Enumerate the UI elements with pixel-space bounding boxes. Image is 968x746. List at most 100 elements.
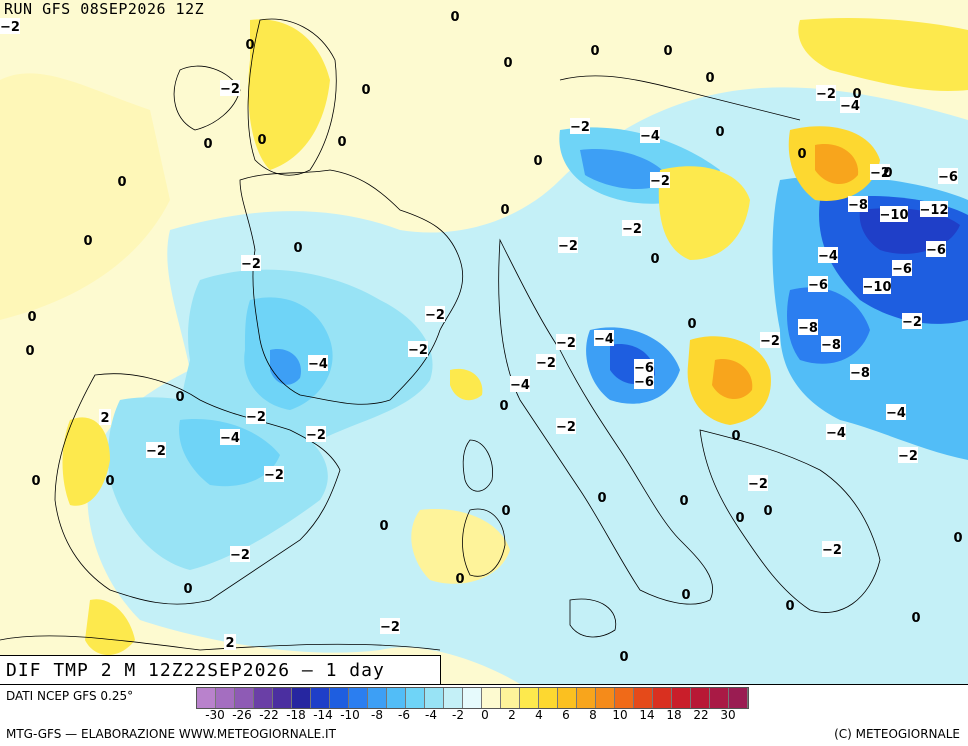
color-swatch (539, 688, 558, 708)
map-value-label: −2 (536, 354, 556, 371)
color-swatch (273, 688, 292, 708)
svg-text:−2: −2 (536, 356, 556, 371)
color-swatch (520, 688, 539, 708)
color-swatch (729, 688, 748, 708)
map-value-label: −8 (798, 319, 818, 336)
map-value-label: −2 (264, 466, 284, 483)
svg-text:0: 0 (597, 491, 606, 506)
map-value-label: 0 (27, 310, 36, 325)
map-value-label: −6 (926, 241, 946, 258)
svg-text:0: 0 (590, 44, 599, 59)
map-value-label: −6 (634, 373, 654, 390)
svg-text:0: 0 (293, 241, 302, 256)
svg-text:0: 0 (257, 133, 266, 148)
svg-text:2: 2 (100, 411, 109, 426)
map-value-label: 0 (650, 252, 659, 267)
map-value-label: −4 (308, 355, 328, 372)
svg-text:0: 0 (763, 504, 772, 519)
svg-text:0: 0 (705, 71, 714, 86)
color-scale-tick: -2 (452, 708, 464, 722)
svg-text:−2: −2 (622, 222, 642, 237)
svg-text:−4: −4 (594, 332, 614, 347)
svg-text:−2: −2 (0, 20, 20, 35)
svg-text:0: 0 (731, 429, 740, 444)
color-scale-tick: 8 (589, 708, 597, 722)
color-swatch (197, 688, 216, 708)
color-scale-tick: 6 (562, 708, 570, 722)
value-labels: −2−2000000−20−40−20000−2−400−200−2−20−6−… (0, 10, 963, 665)
color-swatch (216, 688, 235, 708)
map-value-label: 0 (25, 344, 34, 359)
map-value-label: 0 (797, 147, 806, 162)
map-value-label: −4 (594, 330, 614, 347)
svg-text:0: 0 (687, 317, 696, 332)
svg-text:−2: −2 (241, 257, 261, 272)
svg-text:−8: −8 (850, 366, 870, 381)
credit-right: (C) METEOGIORNALE (834, 727, 960, 741)
svg-text:0: 0 (785, 599, 794, 614)
color-scale-tick: -10 (340, 708, 360, 722)
svg-text:0: 0 (735, 511, 744, 526)
svg-text:−6: −6 (892, 262, 912, 277)
color-swatch (672, 688, 691, 708)
color-swatch (292, 688, 311, 708)
svg-text:−2: −2 (898, 449, 918, 464)
svg-text:0: 0 (533, 154, 542, 169)
svg-text:−6: −6 (926, 243, 946, 258)
map-value-label: −2 (408, 341, 428, 358)
map-value-label: −12 (920, 201, 949, 218)
svg-text:−2: −2 (425, 308, 445, 323)
color-swatch (482, 688, 501, 708)
color-swatch (349, 688, 368, 708)
color-scale-tick: -8 (371, 708, 383, 722)
map-value-label: −4 (826, 424, 846, 441)
color-scale-tick: 22 (693, 708, 709, 722)
map-title: DIF TMP 2 M 12Z22SEP2026 — 1 day (6, 660, 385, 681)
map-value-label: −2 (816, 85, 836, 102)
svg-text:0: 0 (83, 234, 92, 249)
map-value-label: 2 (99, 409, 111, 426)
map-value-label: 0 (31, 474, 40, 489)
svg-text:−12: −12 (920, 203, 949, 218)
svg-text:0: 0 (500, 203, 509, 218)
map-value-label: −2 (220, 80, 240, 97)
color-scale-tick: 18 (666, 708, 682, 722)
map-value-label: −8 (848, 196, 868, 213)
svg-text:0: 0 (450, 10, 459, 25)
color-scale-tick: 2 (508, 708, 516, 722)
svg-text:−2: −2 (220, 82, 240, 97)
color-scale-tick: 14 (639, 708, 655, 722)
map-value-label: −10 (863, 278, 891, 295)
svg-text:0: 0 (203, 137, 212, 152)
map-value-label: −4 (818, 247, 838, 264)
svg-text:−2: −2 (816, 87, 836, 102)
svg-text:−2: −2 (650, 174, 670, 189)
run-label: RUN GFS 08SEP2026 12Z (4, 0, 205, 18)
map-value-label: −6 (938, 168, 958, 185)
svg-text:0: 0 (183, 582, 192, 597)
map-value-label: −2 (146, 442, 166, 459)
map-value-label: −8 (850, 364, 870, 381)
color-swatch (368, 688, 387, 708)
map-value-label: −2 (556, 418, 576, 435)
map-value-label: −2 (822, 541, 842, 558)
svg-text:−2: −2 (760, 334, 780, 349)
map-value-label: 0 (785, 599, 794, 614)
map-value-label: −6 (892, 260, 912, 277)
svg-text:−2: −2 (146, 444, 166, 459)
svg-text:−2: −2 (748, 477, 768, 492)
svg-text:−2: −2 (380, 620, 400, 635)
map-value-label: 0 (455, 572, 464, 587)
map-value-label: −2 (230, 546, 250, 563)
svg-text:−4: −4 (826, 426, 846, 441)
svg-text:0: 0 (911, 611, 920, 626)
map-value-label: 0 (687, 317, 696, 332)
map-value-label: −4 (510, 376, 530, 393)
map-value-label: −2 (870, 164, 890, 181)
map-value-label: −2 (570, 118, 590, 135)
map-value-label: 0 (105, 474, 114, 489)
color-swatch (444, 688, 463, 708)
svg-text:0: 0 (105, 474, 114, 489)
map-value-label: 0 (619, 650, 628, 665)
svg-text:−4: −4 (818, 249, 838, 264)
